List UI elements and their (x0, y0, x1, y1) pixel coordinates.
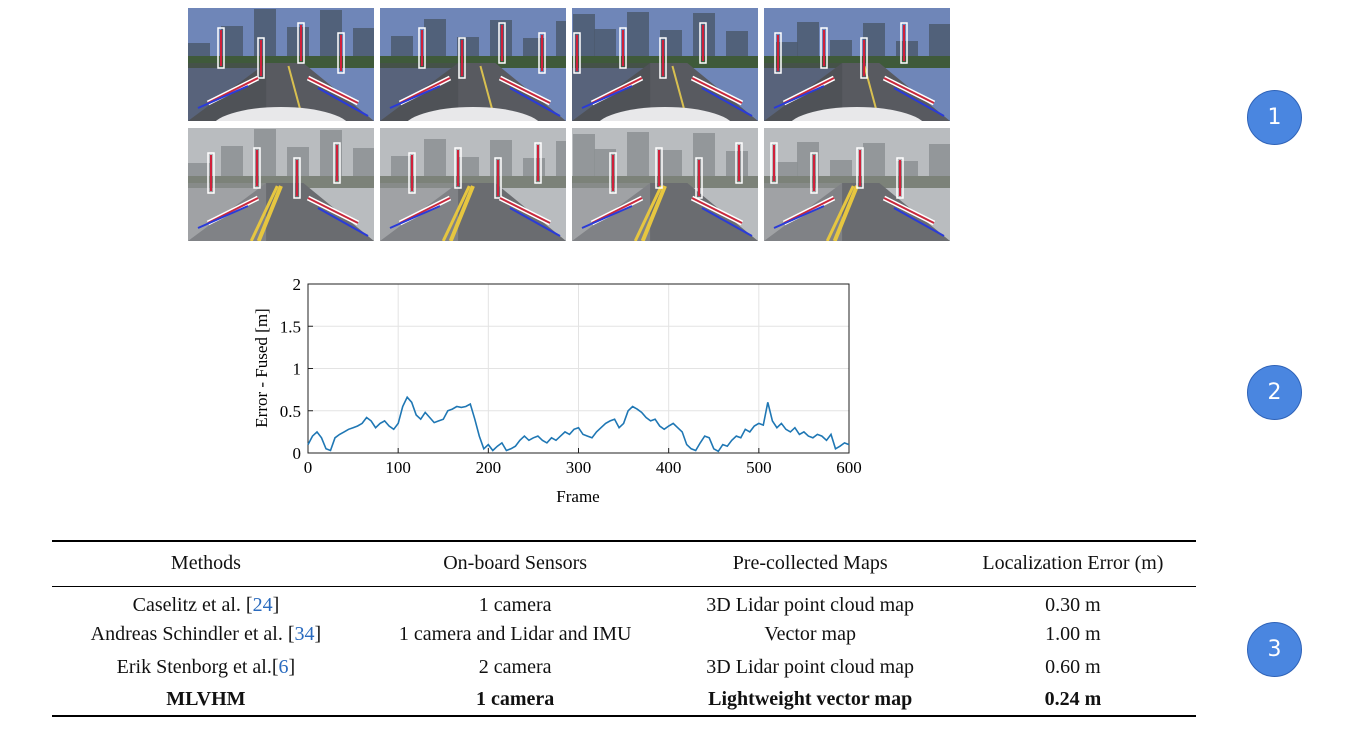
street-photo (572, 8, 758, 121)
marker-3: 3 (1247, 622, 1302, 677)
street-photo (188, 8, 374, 121)
street-photo (380, 128, 566, 241)
x-tick-label: 0 (304, 458, 313, 477)
table-row-highlight: MLVHM 1 camera Lightweight vector map 0.… (52, 684, 1196, 717)
table-header-row: Methods On-board Sensors Pre-collected M… (52, 541, 1196, 586)
error-series-line (307, 395, 850, 453)
table-row: Andreas Schindler et al. [34] 1 camera a… (52, 619, 1196, 652)
comparison-table: Methods On-board Sensors Pre-collected M… (52, 540, 1196, 717)
y-tick-label: 0.5 (280, 402, 301, 421)
chart-ticks: 0 100 200 300 400 500 600 0 0.5 1 1.5 2 (280, 275, 862, 477)
method-cell: Erik Stenborg et al.[6] (116, 655, 296, 678)
y-axis-label: Error - Fused [m] (252, 308, 271, 427)
maps-cell: 3D Lidar point cloud map (706, 594, 915, 616)
error-chart: 0 100 200 300 400 500 600 0 0.5 1 1.5 2 Frame Error… (215, 266, 915, 511)
error-cell: 0.30 m (1045, 594, 1101, 616)
x-tick-label: 100 (385, 458, 411, 477)
table-row: Erik Stenborg et al.[6] 2 camera 3D Lida… (52, 651, 1196, 684)
error-cell: 1.00 m (1045, 623, 1101, 646)
error-cell: 0.60 m (1045, 655, 1101, 678)
x-axis-label: Frame (556, 487, 599, 506)
street-photo (572, 128, 758, 241)
error-cell: 0.24 m (1044, 687, 1102, 710)
method-cell: MLVHM (166, 687, 246, 710)
y-tick-label: 0 (293, 444, 302, 463)
x-tick-label: 200 (476, 458, 502, 477)
x-tick-label: 600 (836, 458, 862, 477)
method-cell: Caselitz et al. [24] (132, 594, 280, 616)
x-tick-label: 500 (746, 458, 772, 477)
maps-cell: Vector map (764, 623, 856, 646)
street-photo (764, 8, 950, 121)
chart-background (215, 266, 915, 511)
method-cell: Andreas Schindler et al. [34] (90, 623, 322, 646)
street-photo (764, 128, 950, 241)
street-photo (380, 8, 566, 121)
sensors-cell: 1 camera (478, 594, 552, 616)
x-tick-label: 400 (656, 458, 682, 477)
table-row: Caselitz et al. [24] 1 camera 3D Lidar p… (52, 586, 1196, 619)
citation-link[interactable]: 24 (252, 594, 273, 616)
x-tick-label: 300 (566, 458, 592, 477)
photo-grid (188, 8, 950, 241)
marker-2: 2 (1247, 365, 1302, 420)
y-tick-label: 2 (293, 275, 302, 294)
y-tick-label: 1.5 (280, 317, 301, 336)
chart-svg: 0 100 200 300 400 500 600 0 0.5 1 1.5 2 Frame Error… (215, 266, 915, 511)
sensors-cell: 2 camera (478, 655, 552, 678)
header-maps: Pre-collected Maps (732, 552, 888, 575)
sensors-cell: 1 camera (476, 687, 555, 710)
y-tick-label: 1 (293, 360, 302, 379)
marker-1: 1 (1247, 90, 1302, 145)
header-methods: Methods (170, 552, 241, 575)
maps-cell: Lightweight vector map (708, 687, 913, 710)
header-error: Localization Error (m) (982, 552, 1164, 575)
street-photo (188, 128, 374, 241)
maps-cell: 3D Lidar point cloud map (706, 655, 915, 678)
citation-link[interactable]: 6 (278, 655, 289, 678)
sensors-cell: 1 camera and Lidar and IMU (398, 623, 632, 646)
header-sensors: On-board Sensors (443, 552, 588, 575)
citation-link[interactable]: 34 (294, 623, 315, 646)
